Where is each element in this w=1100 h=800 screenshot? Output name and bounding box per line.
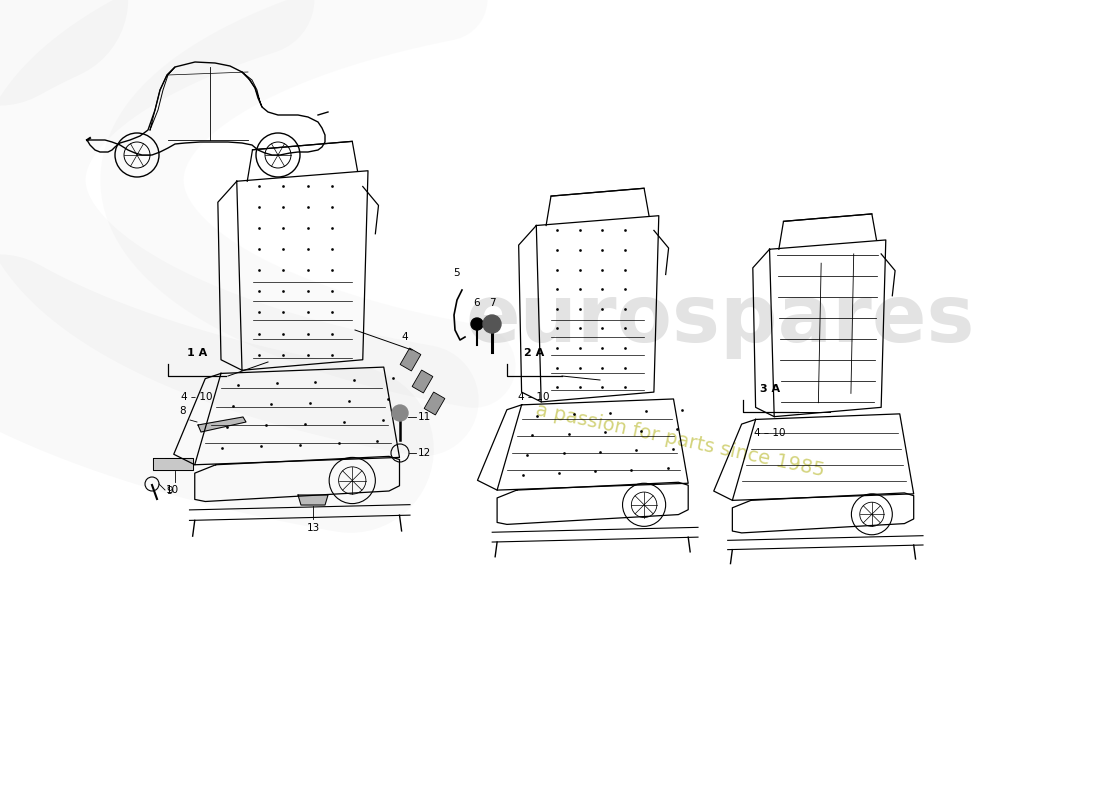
Text: a passion for parts since 1985: a passion for parts since 1985 — [534, 400, 826, 480]
Text: 4 – 10: 4 – 10 — [182, 392, 212, 402]
Text: 10: 10 — [166, 485, 179, 495]
Text: 5: 5 — [453, 268, 460, 278]
Polygon shape — [298, 495, 328, 505]
Text: 4: 4 — [402, 332, 408, 342]
Text: 11: 11 — [418, 412, 431, 422]
Text: 1 A: 1 A — [187, 348, 207, 358]
Text: 4 – 10: 4 – 10 — [518, 392, 550, 402]
Polygon shape — [153, 458, 192, 470]
Circle shape — [392, 405, 408, 421]
Text: eurospares: eurospares — [465, 281, 975, 359]
Circle shape — [471, 318, 483, 330]
Polygon shape — [198, 417, 246, 432]
Bar — [425, 392, 444, 415]
Text: 7: 7 — [488, 298, 495, 308]
Text: 13: 13 — [307, 523, 320, 533]
Text: 8: 8 — [179, 406, 186, 416]
Text: 9: 9 — [167, 486, 174, 496]
Text: 2 A: 2 A — [524, 348, 544, 358]
Bar — [400, 348, 421, 371]
Text: 12: 12 — [418, 448, 431, 458]
Text: 6: 6 — [474, 298, 481, 308]
Text: 3 A: 3 A — [760, 384, 780, 394]
Circle shape — [483, 315, 500, 333]
Bar — [412, 370, 433, 393]
Text: 4 – 10: 4 – 10 — [755, 428, 785, 438]
